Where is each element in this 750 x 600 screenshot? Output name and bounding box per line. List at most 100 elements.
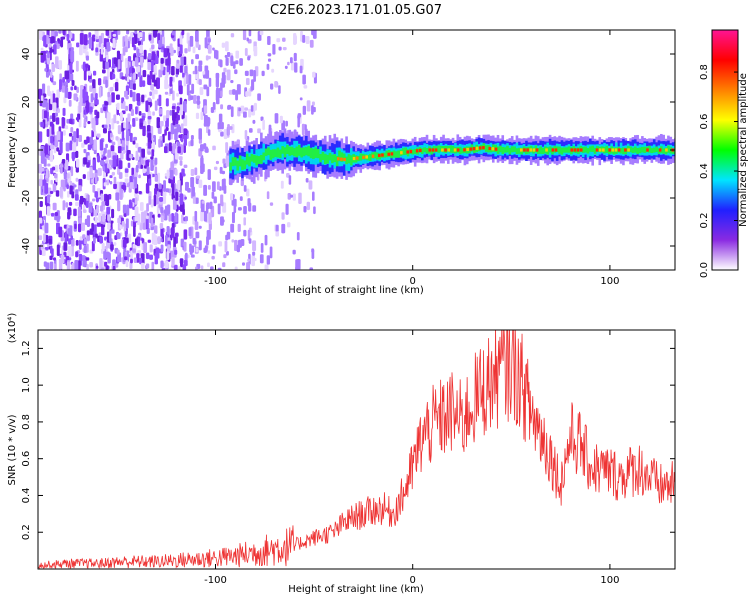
- heatmap-cell: [49, 126, 52, 138]
- heatmap-cell: [76, 128, 79, 139]
- heatmap-cell: [195, 112, 200, 120]
- heatmap-cell: [124, 90, 128, 98]
- heatmap-cell: [142, 70, 147, 78]
- heatmap-cell: [205, 69, 210, 79]
- heatmap-cell: [149, 91, 152, 97]
- heatmap-core-cell: [576, 148, 580, 152]
- heatmap-cell: [134, 117, 139, 122]
- heatmap-cell: [99, 139, 104, 151]
- heatmap-core-cell: [570, 148, 574, 152]
- heatmap-cell: [165, 58, 169, 66]
- heatmap-cell: [183, 101, 187, 113]
- heatmap-track-cell: [586, 148, 590, 154]
- heatmap-cell: [51, 123, 55, 135]
- heatmap-cell: [231, 123, 235, 134]
- heatmap-cell: [199, 87, 204, 95]
- heatmap-cell: [92, 79, 96, 90]
- heatmap-cell: [251, 79, 255, 91]
- heatmap-cell: [192, 240, 197, 245]
- heatmap-track-cell: [319, 153, 322, 163]
- heatmap-cell: [99, 258, 103, 270]
- heatmap-cell: [170, 227, 175, 238]
- heatmap-cell: [58, 126, 62, 132]
- heatmap-cell: [156, 191, 160, 197]
- heatmap-cell: [55, 56, 59, 69]
- heatmap-cell: [189, 251, 193, 255]
- heatmap-cell: [94, 216, 98, 223]
- snr-y-axis-label: SNR (10 * v/v): [7, 414, 18, 485]
- snr-y-tick-label: 0.6: [21, 451, 32, 467]
- heatmap-cell: [233, 198, 237, 208]
- heatmap-core-cell: [482, 146, 485, 150]
- heatmap-cell: [234, 69, 238, 75]
- heatmap-cell: [181, 173, 186, 177]
- heatmap-cell: [146, 166, 150, 175]
- heatmap-cell: [87, 155, 91, 161]
- heatmap-cell: [221, 170, 226, 175]
- heatmap-core-cell: [377, 153, 381, 158]
- heatmap-cell: [104, 160, 109, 164]
- heatmap-cell: [163, 48, 168, 58]
- heatmap-cell: [216, 181, 220, 191]
- heatmap-cell: [96, 111, 100, 119]
- heatmap-cell: [221, 72, 226, 81]
- heatmap-cell: [50, 212, 55, 217]
- colorbar-tick-label: 0.6: [699, 114, 710, 130]
- heatmap-cell: [306, 100, 311, 112]
- heatmap-cell: [223, 67, 227, 73]
- heatmap-track-cell: [518, 147, 521, 154]
- heatmap-cell: [50, 144, 55, 150]
- heatmap-cell: [117, 217, 121, 224]
- heatmap-cell: [117, 146, 122, 154]
- heatmap-cell: [75, 201, 79, 207]
- heatmap-cell: [148, 195, 152, 205]
- heatmap-cell: [67, 207, 72, 212]
- heatmap-cell: [71, 262, 75, 270]
- heatmap-core-cell: [488, 146, 492, 151]
- heatmap-cell: [236, 84, 241, 95]
- heatmap-cell: [146, 125, 151, 132]
- heatmap-cell: [133, 72, 136, 80]
- heatmap-cell: [154, 157, 158, 165]
- heatmap-cell: [225, 142, 229, 154]
- heatmap-cell: [194, 221, 199, 231]
- heatmap-cell: [192, 46, 196, 54]
- colorbar-tick-label: 0.8: [699, 64, 710, 80]
- heatmap-cell: [163, 146, 168, 154]
- heatmap-track-cell: [229, 162, 232, 171]
- heatmap-cell: [116, 120, 120, 124]
- heatmap-cell: [203, 84, 208, 90]
- heatmap-core-cell: [466, 147, 469, 152]
- heatmap-cell: [145, 183, 150, 194]
- heatmap-cell: [83, 118, 87, 127]
- heatmap-cell: [60, 36, 64, 48]
- heatmap-track-cell: [641, 146, 644, 153]
- heatmap-cell: [103, 38, 107, 47]
- heatmap-cell: [153, 194, 157, 207]
- heatmap-cell: [179, 44, 183, 55]
- heatmap-cell: [44, 247, 49, 251]
- heatmap-cell: [135, 164, 139, 173]
- heatmap-cell: [293, 52, 297, 62]
- heatmap-cell: [63, 168, 67, 180]
- heatmap-track-cell: [248, 156, 251, 167]
- heatmap-cell: [269, 246, 273, 259]
- heatmap-cell: [38, 217, 43, 224]
- heatmap-cell: [184, 216, 188, 222]
- heatmap-cell: [220, 216, 224, 226]
- heatmap-cell: [244, 130, 248, 140]
- heatmap-cell: [226, 51, 231, 57]
- heatmap-cell: [154, 253, 158, 265]
- heatmap-cell: [252, 205, 257, 212]
- heatmap-track-cell: [643, 146, 647, 153]
- heatmap-track-cell: [359, 153, 363, 161]
- heatmap-core-cell: [352, 156, 356, 161]
- heatmap-track-cell: [250, 153, 254, 162]
- heatmap-cell: [196, 175, 201, 179]
- snr-y-tick-label: 1.0: [21, 377, 32, 393]
- heatmap-x-axis-label: Height of straight line (km): [288, 285, 424, 296]
- heatmap-x-ticks: -100 0 100: [204, 30, 619, 287]
- heatmap-cell: [167, 131, 171, 141]
- heatmap-cell: [83, 148, 86, 154]
- heatmap-track-cell: [234, 158, 237, 175]
